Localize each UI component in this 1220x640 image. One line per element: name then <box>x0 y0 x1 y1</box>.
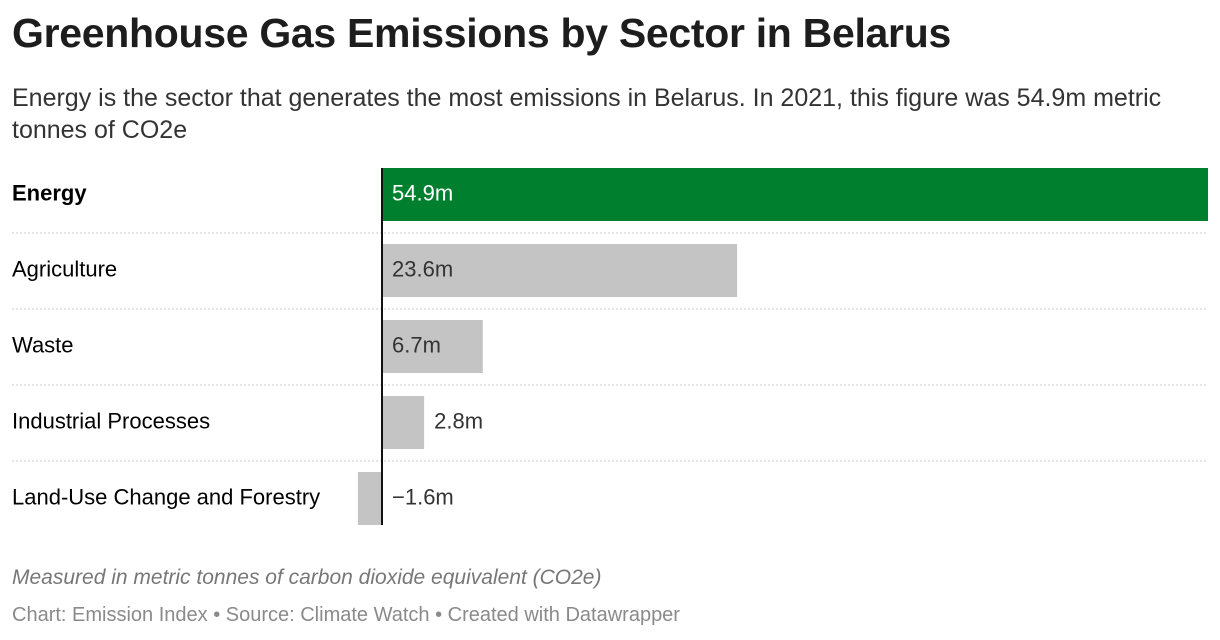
category-label: Industrial Processes <box>12 408 210 433</box>
value-label: 2.8m <box>434 408 483 433</box>
value-label: 54.9m <box>392 180 453 205</box>
category-label: Energy <box>12 180 87 205</box>
chart-subtitle: Energy is the sector that generates the … <box>12 84 1162 144</box>
category-label: Agriculture <box>12 256 117 281</box>
chart-footer: Chart: Emission Index • Source: Climate … <box>12 604 680 626</box>
bar <box>382 320 483 373</box>
category-label: Waste <box>12 332 74 357</box>
chart: Energy 54.9m Agriculture 23.6m Waste 6.7m Indu… <box>12 168 1208 525</box>
value-label: −1.6m <box>392 484 454 509</box>
bar <box>357 472 382 525</box>
bar <box>382 244 738 297</box>
bar <box>382 396 425 449</box>
value-label: 23.6m <box>392 256 453 281</box>
value-label: 6.7m <box>392 332 441 357</box>
chart-note: Measured in metric tonnes of carbon diox… <box>12 566 602 589</box>
bar <box>382 168 1208 221</box>
chart-title: Greenhouse Gas Emissions by Sector in Be… <box>12 10 951 56</box>
category-label: Land-Use Change and Forestry <box>12 484 320 509</box>
